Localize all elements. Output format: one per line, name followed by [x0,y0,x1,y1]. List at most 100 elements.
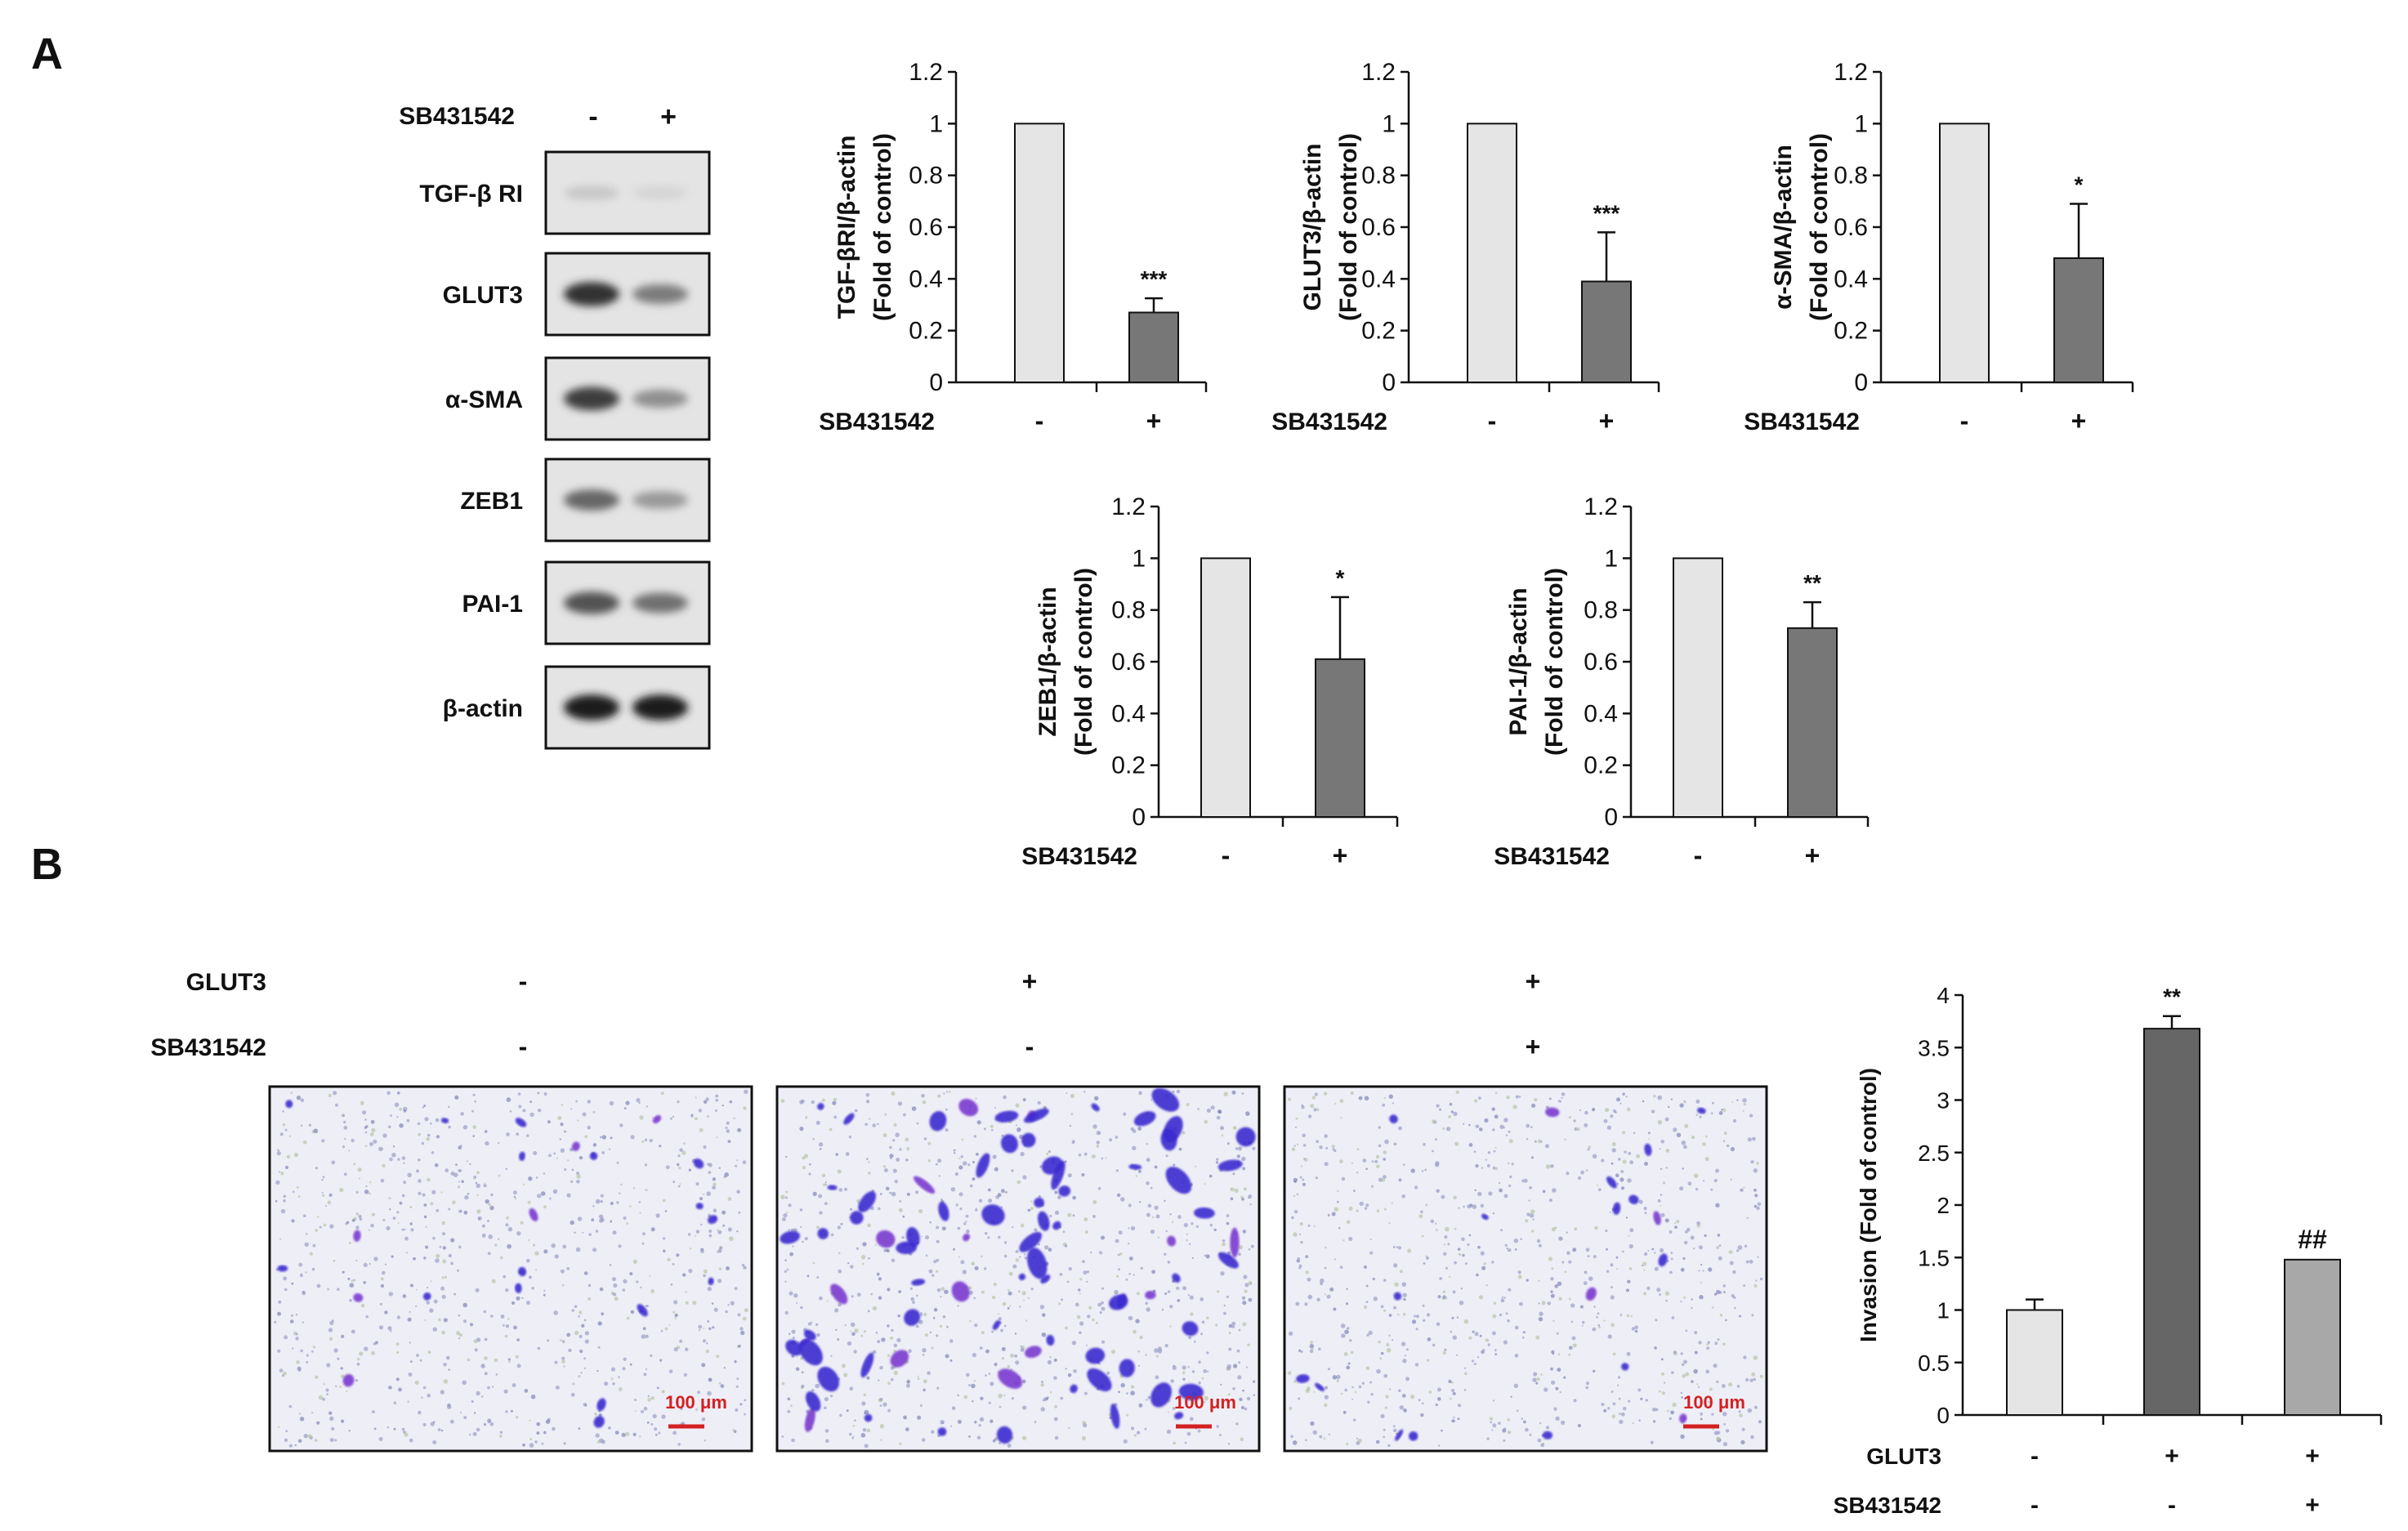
membrane-pore [543,1092,547,1096]
membrane-pore [574,1231,576,1234]
membrane-pore [529,1443,534,1448]
membrane-pore [1617,1384,1619,1386]
membrane-pore [994,1167,998,1172]
membrane-pore [302,1291,305,1293]
membrane-pore [1347,1331,1350,1333]
membrane-pore [380,1283,385,1288]
membrane-pore [1634,1329,1638,1333]
membrane-pore [1487,1343,1490,1346]
membrane-pore [992,1154,997,1159]
membrane-pore [425,1245,429,1249]
membrane-pore [382,1270,386,1275]
membrane-pore [322,1194,325,1197]
membrane-pore [838,1269,842,1274]
membrane-pore [1617,1376,1621,1379]
membrane-pore [1128,1256,1133,1261]
membrane-pore [712,1177,717,1181]
membrane-pore [452,1200,456,1205]
membrane-pore [990,1381,994,1386]
membrane-pore [676,1253,680,1257]
membrane-pore [781,1435,784,1438]
membrane-pore [1356,1172,1359,1174]
blot-row: TGF-β RI [419,150,711,235]
y-axis-label: TGF-βRI/β-actin [833,136,860,319]
membrane-pore [291,1219,295,1223]
membrane-pore [1439,1108,1441,1111]
membrane-pore [418,1179,422,1183]
membrane-pore [1463,1205,1465,1208]
membrane-pore [1492,1128,1495,1132]
membrane-pore [1204,1395,1208,1401]
membrane-pore [1441,1429,1443,1432]
membrane-pore [718,1381,722,1385]
membrane-pore [1706,1343,1709,1346]
membrane-pore [516,1338,520,1341]
membrane-pore [1016,1127,1021,1132]
membrane-pore [485,1199,489,1204]
membrane-pore [1736,1249,1740,1252]
membrane-pore [1605,1108,1610,1113]
membrane-pore [703,1339,706,1343]
membrane-pore [1343,1352,1348,1356]
membrane-pore [1564,1270,1567,1274]
membrane-pore [897,1314,900,1318]
membrane-pore [1298,1233,1302,1235]
membrane-pore [846,1409,849,1413]
significance-label: ** [2163,984,2181,1010]
y-tick-label: 0 [929,369,943,396]
membrane-pore [560,1123,564,1127]
membrane-pore [364,1118,367,1121]
x-category-label: - [1035,406,1044,435]
membrane-pore [650,1422,654,1426]
membrane-pore [957,1305,959,1307]
membrane-pore [1109,1377,1111,1379]
membrane-pore [1456,1354,1459,1356]
membrane-pore [397,1158,400,1161]
membrane-pore [1064,1160,1067,1163]
membrane-pore [1557,1353,1561,1355]
y-axis-label: PAI-1/β-actin [1505,587,1532,735]
membrane-pore [975,1097,977,1100]
membrane-pore [484,1356,488,1360]
membrane-pore [706,1342,708,1345]
membrane-pore [695,1408,699,1412]
membrane-pore [743,1106,747,1110]
membrane-pore [1721,1384,1726,1388]
membrane-pore [1114,1289,1119,1295]
membrane-pore [409,1283,414,1288]
membrane-pore [856,1247,859,1250]
membrane-pore [604,1381,609,1386]
membrane-pore [1445,1226,1450,1232]
membrane-pore [1751,1314,1754,1317]
membrane-pore [1453,1111,1458,1117]
membrane-pore [1353,1418,1356,1422]
membrane-pore [282,1123,286,1127]
membrane-pore [296,1186,299,1189]
membrane-pore [443,1379,449,1384]
membrane-pore [1182,1371,1186,1375]
y-tick-label: 1 [1132,545,1146,572]
membrane-pore [552,1426,556,1431]
membrane-pore [1341,1176,1346,1181]
membrane-pore [1670,1257,1673,1261]
membrane-pore [891,1258,896,1262]
membrane-pore [1421,1170,1424,1172]
membrane-pore [1004,1191,1007,1194]
membrane-pore [968,1290,973,1295]
membrane-pore [467,1358,471,1362]
membrane-pore [1042,1313,1046,1317]
stained-cell [1085,1347,1106,1364]
membrane-pore [649,1139,653,1143]
membrane-pore [1555,1386,1559,1390]
membrane-pore [506,1097,512,1102]
membrane-pore [610,1367,616,1372]
blot-row-label: β-actin [443,695,523,722]
membrane-pore [887,1354,891,1357]
membrane-pore [1615,1173,1619,1177]
membrane-pore [975,1208,978,1212]
membrane-pore [1339,1159,1343,1163]
membrane-pore [969,1319,972,1323]
membrane-pore [512,1301,515,1305]
membrane-pore [484,1337,488,1341]
